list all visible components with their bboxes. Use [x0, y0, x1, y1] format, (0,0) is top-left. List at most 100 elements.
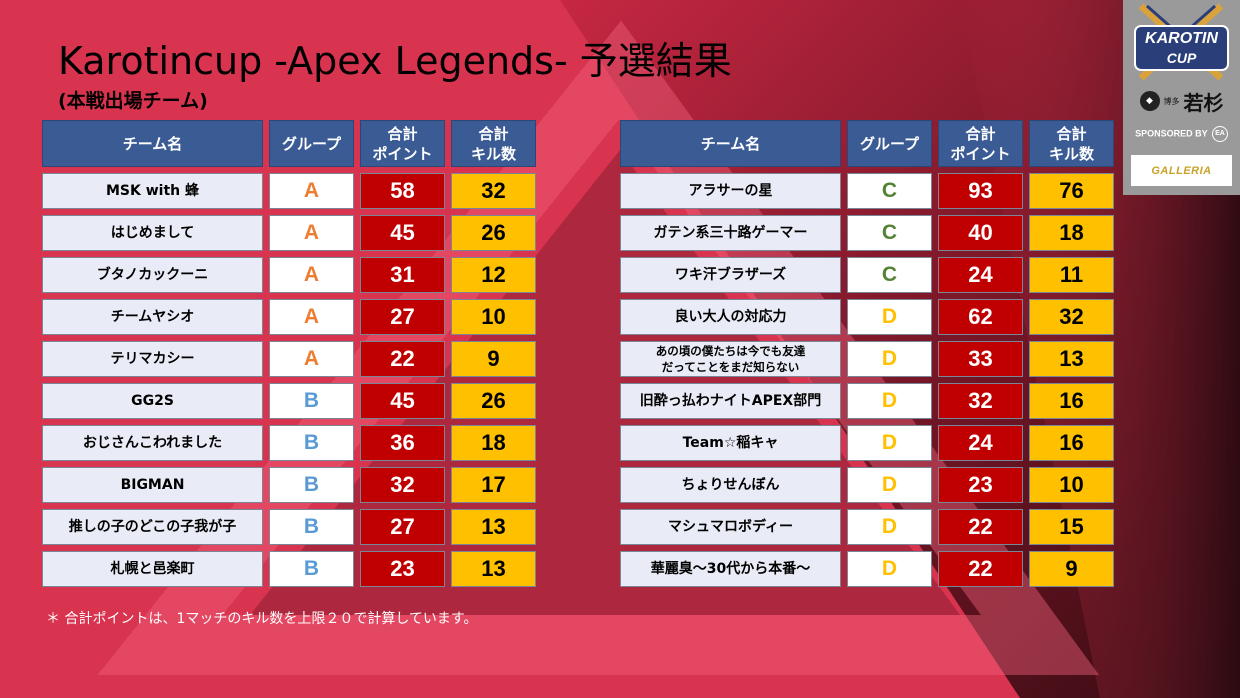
- table-row: BIGMAN B 32 17: [42, 467, 536, 503]
- team-group: B: [269, 467, 354, 503]
- team-group: D: [847, 425, 932, 461]
- team-points: 24: [938, 257, 1023, 293]
- team-kills: 12: [451, 257, 536, 293]
- team-name: BIGMAN: [42, 467, 263, 503]
- team-points: 22: [938, 551, 1023, 587]
- team-kills: 18: [451, 425, 536, 461]
- table-row: 良い大人の対応力 D 62 32: [620, 299, 1114, 335]
- team-points: 27: [360, 509, 445, 545]
- team-points: 23: [360, 551, 445, 587]
- team-group: C: [847, 173, 932, 209]
- team-name: はじめまして: [42, 215, 263, 251]
- team-points: 32: [360, 467, 445, 503]
- header-team-name: チーム名: [620, 120, 841, 167]
- wakasugi-small-text: 博多: [1163, 96, 1180, 106]
- team-points: 31: [360, 257, 445, 293]
- team-group: A: [269, 257, 354, 293]
- team-points: 32: [938, 383, 1023, 419]
- team-group: A: [269, 215, 354, 251]
- team-kills: 13: [1029, 341, 1114, 377]
- table-row: おじさんこわれました B 36 18: [42, 425, 536, 461]
- header-kills-line1: 合計: [478, 124, 509, 143]
- table-row: テリマカシー A 22 9: [42, 341, 536, 377]
- team-points: 93: [938, 173, 1023, 209]
- team-kills: 16: [1029, 425, 1114, 461]
- karotin-cup-logo: KAROTIN CUP: [1127, 2, 1236, 82]
- table-row: ガテン系三十路ゲーマー C 40 18: [620, 215, 1114, 251]
- header-kills: 合計 キル数: [451, 120, 536, 167]
- team-kills: 9: [451, 341, 536, 377]
- team-name-line2: だってことをまだ知らない: [661, 360, 800, 374]
- team-points: 40: [938, 215, 1023, 251]
- team-kills: 76: [1029, 173, 1114, 209]
- header-kills-line2: キル数: [470, 144, 516, 163]
- team-name: チームヤシオ: [42, 299, 263, 335]
- table-row: 華麗臭～30代から本番～ D 22 9: [620, 551, 1114, 587]
- team-name: ワキ汗ブラザーズ: [620, 257, 841, 293]
- table-row: MSK with 蜂 A 58 32: [42, 173, 536, 209]
- table-row: あの頃の僕たちは今でも友達 だってことをまだ知らない D 33 13: [620, 341, 1114, 377]
- team-kills: 32: [451, 173, 536, 209]
- table-row: 札幌と邑楽町 B 23 13: [42, 551, 536, 587]
- team-name: 札幌と邑楽町: [42, 551, 263, 587]
- table-row: 旧酔っ払わナイトAPEX部門 D 32 16: [620, 383, 1114, 419]
- table-row: Team☆稲キャ D 24 16: [620, 425, 1114, 461]
- team-points: 23: [938, 467, 1023, 503]
- team-kills: 10: [451, 299, 536, 335]
- header-team-label: チーム名: [122, 134, 183, 153]
- team-kills: 18: [1029, 215, 1114, 251]
- table-header-row: チーム名 グループ 合計 ポイント 合計 キル数: [620, 120, 1114, 167]
- team-name: ブタノカックーニ: [42, 257, 263, 293]
- team-group: B: [269, 383, 354, 419]
- wakasugi-name: 若杉: [1183, 90, 1224, 115]
- galleria-text: GALLERIA: [1151, 164, 1212, 177]
- team-group: A: [269, 173, 354, 209]
- team-points: 33: [938, 341, 1023, 377]
- team-kills: 26: [451, 215, 536, 251]
- team-kills: 26: [451, 383, 536, 419]
- team-kills: 17: [451, 467, 536, 503]
- page-subtitle: (本戦出場チーム): [58, 90, 208, 112]
- header-points: 合計 ポイント: [360, 120, 445, 167]
- team-points: 24: [938, 425, 1023, 461]
- crossed-swords-icon: [1134, 3, 1229, 81]
- table-row: ちょりせんぼん D 23 10: [620, 467, 1114, 503]
- team-name: マシュマロボディー: [620, 509, 841, 545]
- table-row: はじめまして A 45 26: [42, 215, 536, 251]
- team-name: アラサーの星: [620, 173, 841, 209]
- header-team-name: チーム名: [42, 120, 263, 167]
- team-kills: 13: [451, 509, 536, 545]
- team-name: ちょりせんぼん: [620, 467, 841, 503]
- team-group: B: [269, 509, 354, 545]
- ea-logo-icon: EA: [1211, 126, 1228, 142]
- table-row: アラサーの星 C 93 76: [620, 173, 1114, 209]
- team-group: A: [269, 299, 354, 335]
- wakasugi-logo: ◆ 博多 若杉: [1131, 88, 1232, 115]
- team-name: おじさんこわれました: [42, 425, 263, 461]
- header-points-line1: 合計: [965, 124, 996, 143]
- footnote: ＊ 合計ポイントは、1マッチのキル数を上限２０で計算しています。: [46, 611, 478, 627]
- team-group: B: [269, 551, 354, 587]
- table-header-row: チーム名 グループ 合計 ポイント 合計 キル数: [42, 120, 536, 167]
- header-kills-line2: キル数: [1048, 144, 1094, 163]
- team-group: D: [847, 467, 932, 503]
- team-name: 良い大人の対応力: [620, 299, 841, 335]
- team-group: D: [847, 299, 932, 335]
- galleria-logo: GALLERIA: [1131, 155, 1232, 186]
- sponsored-by-text: SPONSORED BY: [1135, 128, 1208, 139]
- header-group-label: グループ: [281, 134, 342, 153]
- team-name: 華麗臭～30代から本番～: [620, 551, 841, 587]
- team-kills: 11: [1029, 257, 1114, 293]
- table-row: 推しの子のどこの子我が子 B 27 13: [42, 509, 536, 545]
- team-group: D: [847, 509, 932, 545]
- logo-text-karotin: KAROTIN: [1145, 30, 1218, 47]
- team-name-line1: あの頃の僕たちは今でも友達: [655, 344, 806, 358]
- team-group: C: [847, 257, 932, 293]
- table-row: ブタノカックーニ A 31 12: [42, 257, 536, 293]
- team-points: 58: [360, 173, 445, 209]
- header-kills-line1: 合計: [1056, 124, 1087, 143]
- team-points: 45: [360, 215, 445, 251]
- results-table-left: チーム名 グループ 合計 ポイント 合計 キル数 MSK with 蜂 A 58 32 は…: [36, 114, 542, 593]
- header-group: グループ: [847, 120, 932, 167]
- header-team-label: チーム名: [700, 134, 761, 153]
